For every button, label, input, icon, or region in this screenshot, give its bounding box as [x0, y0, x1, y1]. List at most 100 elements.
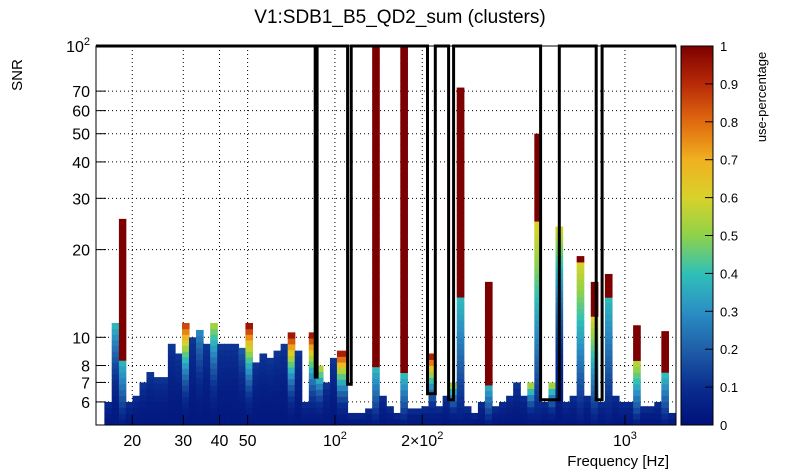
heatmap-cell — [372, 320, 380, 327]
heatmap-cell — [400, 46, 408, 53]
heatmap-cell — [569, 413, 578, 420]
heatmap-cell — [210, 328, 218, 335]
heatmap-cell — [414, 413, 423, 420]
heatmap-cell — [456, 174, 465, 182]
heatmap-cell — [329, 369, 338, 376]
heatmap-cell — [534, 197, 542, 205]
heatmap-cell — [484, 293, 493, 300]
heatmap-cell — [322, 388, 331, 396]
heatmap-cell — [407, 413, 416, 420]
heatmap-cell — [372, 46, 380, 53]
heatmap-cell — [400, 63, 408, 70]
heatmap-cell — [576, 360, 585, 368]
heatmap-cell — [104, 401, 113, 409]
heatmap-cell — [661, 372, 669, 379]
heatmap-cell — [104, 413, 113, 420]
heatmap-cell — [118, 318, 127, 326]
heatmap-cell — [266, 413, 275, 420]
heatmap-cell — [456, 233, 465, 240]
heatmap-cell — [633, 378, 641, 385]
heatmap-cell — [400, 174, 408, 181]
heatmap-cell — [590, 356, 599, 363]
heatmap-cell — [245, 339, 254, 347]
heatmap-cell — [181, 368, 190, 375]
y-tick-label: 50 — [72, 127, 90, 144]
heatmap-cell — [484, 304, 493, 311]
heatmap-cell — [167, 401, 176, 409]
heatmap-cell — [442, 401, 451, 408]
heatmap-cell — [287, 401, 296, 409]
heatmap-cell — [188, 378, 197, 385]
heatmap-cell — [308, 419, 317, 425]
heatmap-cell — [329, 385, 338, 392]
heatmap-cell — [442, 395, 451, 403]
heatmap-cell — [534, 244, 542, 251]
heatmap-cell — [287, 384, 296, 391]
heatmap-cell — [456, 227, 465, 234]
heatmap-cell — [414, 408, 423, 415]
heatmap-cell — [111, 413, 120, 420]
heatmap-cell — [287, 419, 296, 425]
heatmap-cell — [661, 331, 669, 338]
heatmap-cell — [132, 395, 141, 403]
heatmap-cell — [210, 396, 218, 403]
heatmap-cell — [146, 383, 155, 391]
heatmap-cell — [626, 401, 634, 409]
heatmap-cell — [308, 390, 317, 397]
heatmap-cell — [294, 402, 303, 409]
heatmap-cell — [456, 93, 465, 100]
heatmap-cell — [484, 310, 493, 317]
heatmap-cell — [372, 174, 380, 181]
heatmap-cell — [231, 361, 240, 368]
heatmap-cell — [562, 419, 571, 425]
heatmap-cell — [118, 383, 127, 391]
heatmap-cell — [139, 412, 148, 420]
heatmap-cell — [181, 419, 190, 425]
y-tick-label: 7 — [81, 375, 90, 392]
heatmap-cell — [259, 413, 268, 420]
heatmap-cell — [576, 308, 585, 315]
heatmap-cell — [626, 413, 634, 420]
heatmap-cell — [266, 397, 275, 404]
heatmap-cell — [203, 407, 211, 414]
heatmap-cell — [604, 273, 613, 281]
heatmap-cell — [400, 250, 408, 257]
heatmap-cell — [400, 104, 408, 111]
heatmap-cell — [456, 320, 465, 327]
heatmap-cell — [196, 383, 204, 390]
heatmap-cell — [372, 250, 380, 257]
heatmap-cell — [252, 385, 261, 392]
heatmap-cell — [520, 419, 528, 425]
heatmap-cell — [266, 374, 275, 381]
heatmap-cell — [477, 413, 486, 420]
heatmap-cell — [576, 343, 585, 350]
heatmap-cell — [287, 413, 296, 420]
heatmap-cell — [266, 391, 275, 398]
heatmap-cell — [400, 279, 408, 286]
heatmap-cell — [456, 331, 465, 339]
heatmap-cell — [456, 99, 465, 106]
heatmap-cell — [118, 330, 127, 338]
colorbar-tick-label: 0.1 — [720, 380, 738, 395]
heatmap-cell — [576, 285, 585, 292]
heatmap-cell — [294, 384, 303, 392]
heatmap-cell — [153, 377, 162, 384]
heatmap-cell — [118, 324, 127, 332]
heatmap-cell — [576, 267, 585, 275]
heatmap-cell — [196, 365, 204, 373]
heatmap-cell — [484, 413, 493, 420]
heatmap-cell — [287, 343, 296, 351]
heatmap-cell — [640, 418, 648, 425]
heatmap-cell — [273, 419, 282, 425]
heatmap-cell — [196, 389, 204, 396]
heatmap-cell — [456, 308, 465, 315]
heatmap-cell — [118, 419, 127, 425]
heatmap-cell — [259, 383, 268, 390]
heatmap-cell — [224, 372, 232, 380]
heatmap-cell — [576, 291, 585, 298]
heatmap-cell — [181, 407, 190, 415]
heatmap-cell — [386, 412, 394, 420]
heatmap-cell — [372, 75, 380, 82]
heatmap-cell — [287, 338, 296, 345]
heatmap-cell — [153, 389, 162, 396]
